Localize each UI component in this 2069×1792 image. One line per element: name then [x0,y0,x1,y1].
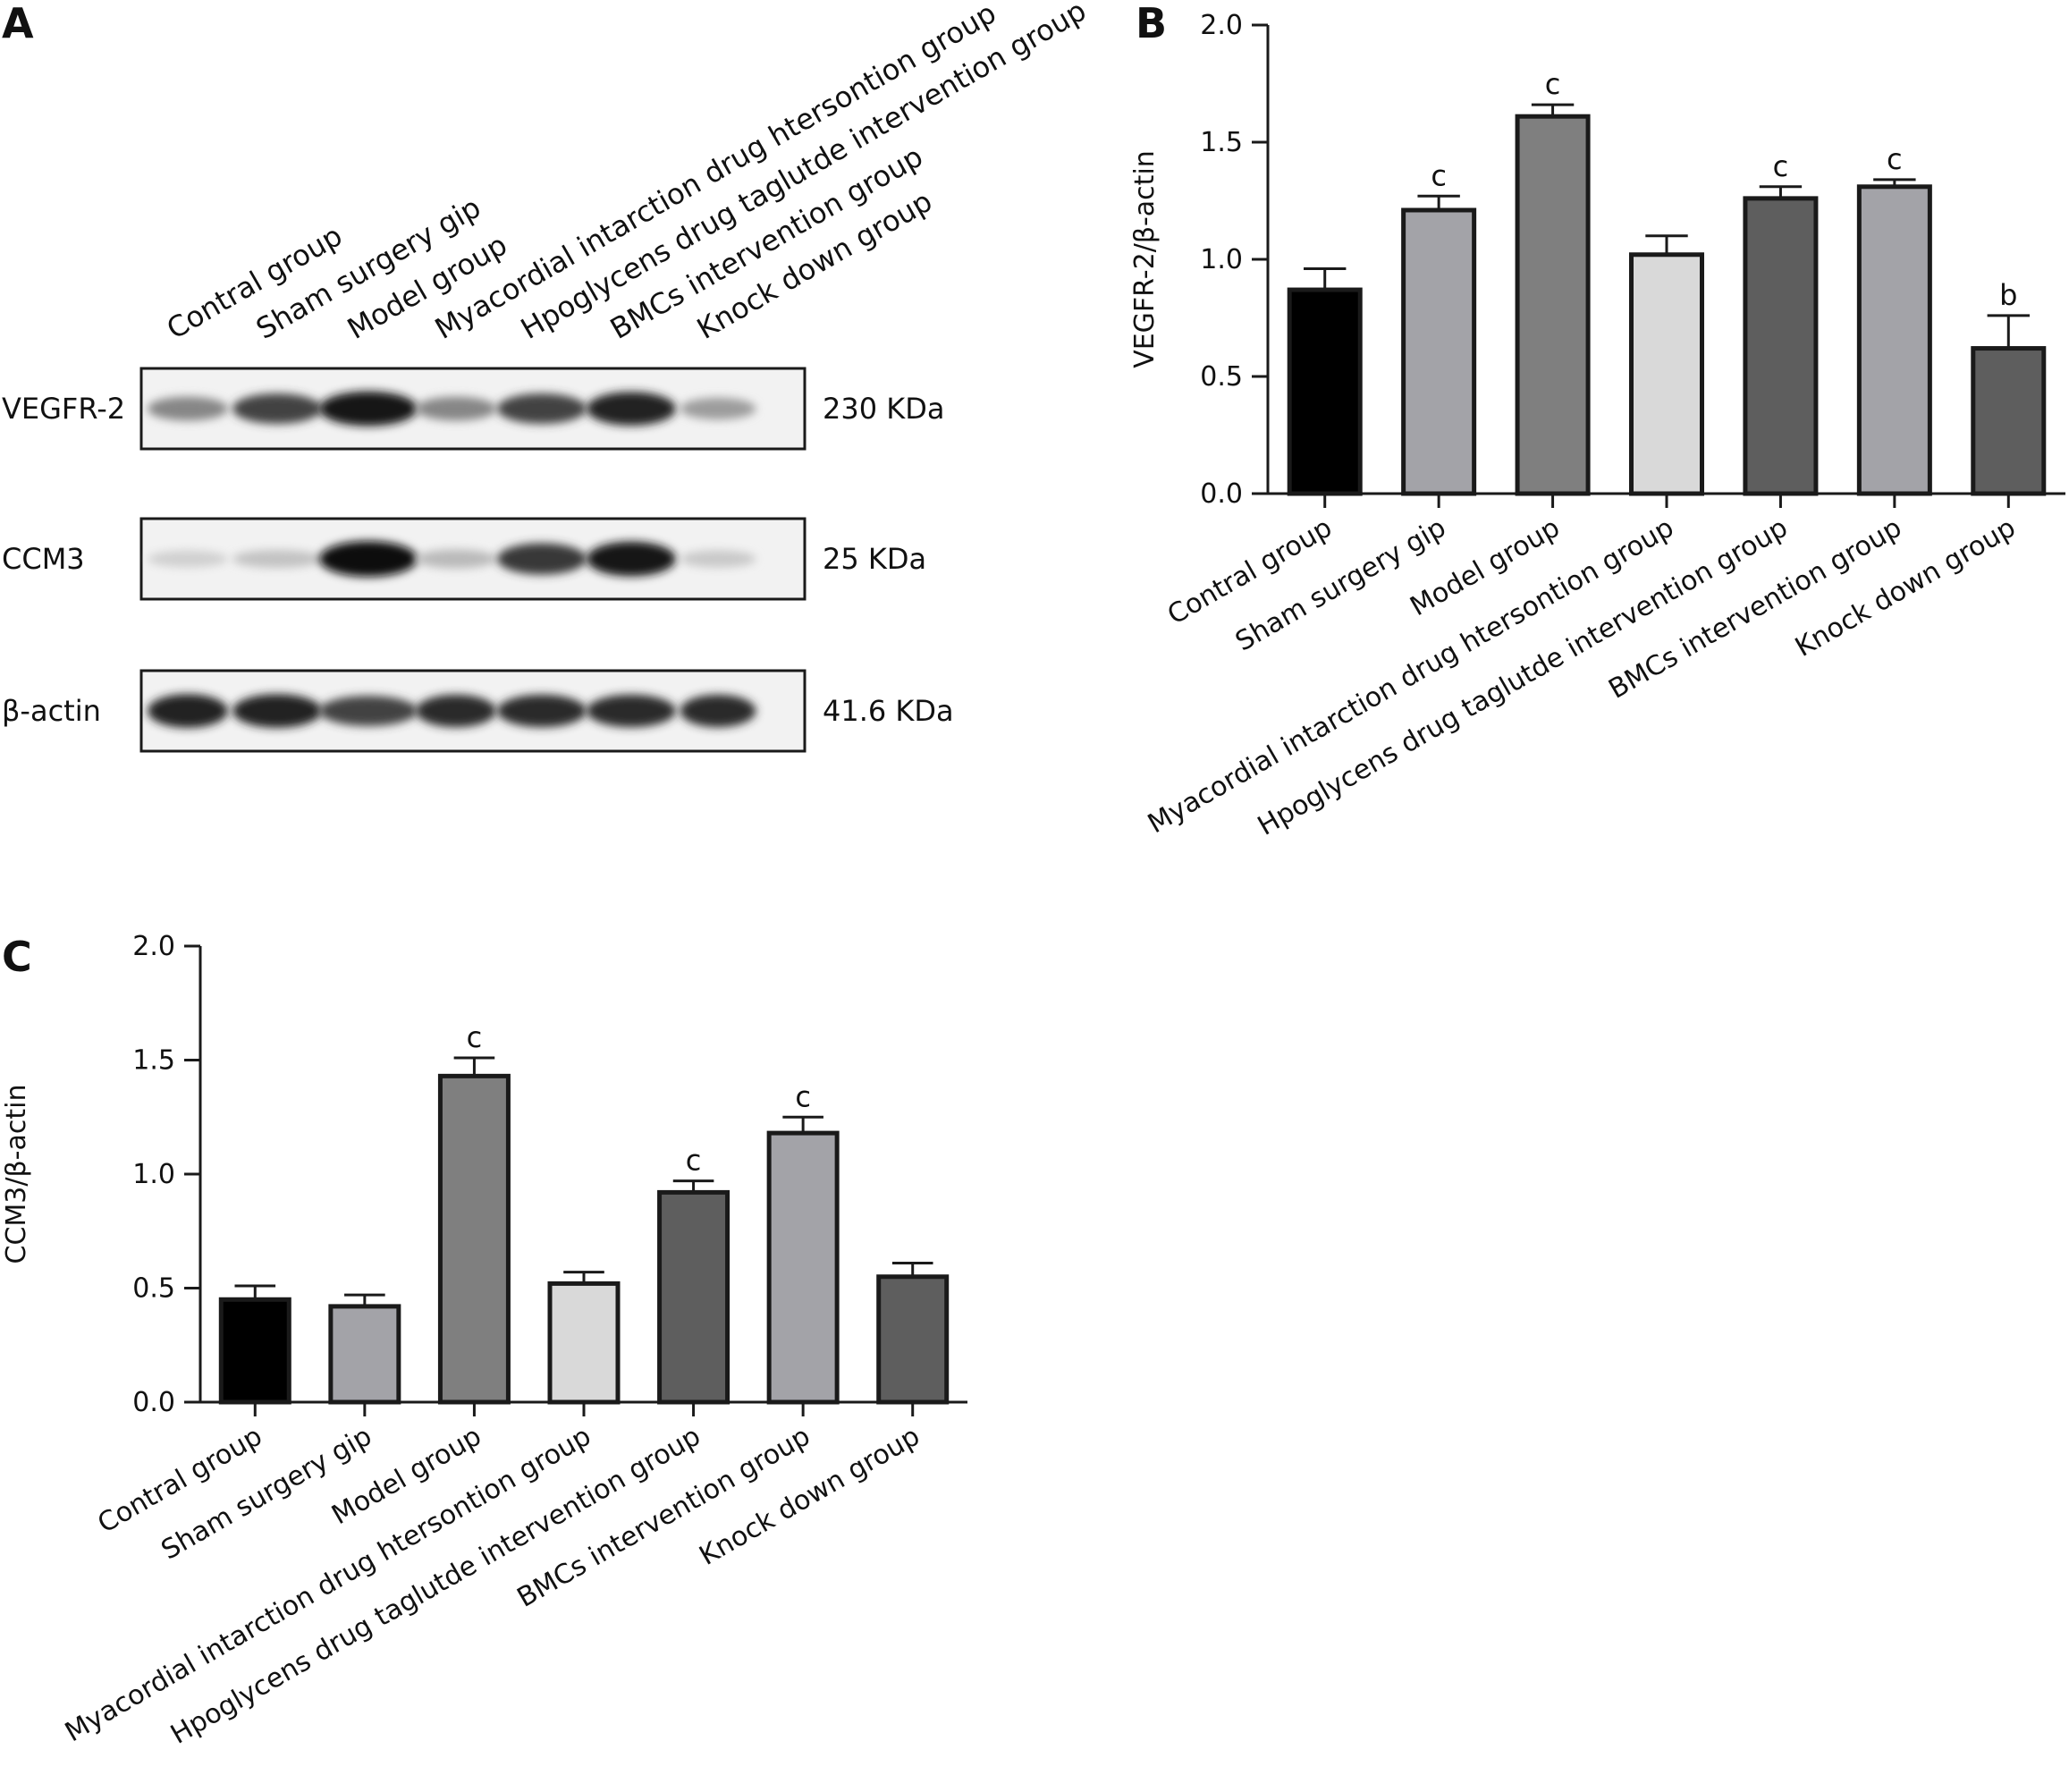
significance-label: c [1545,67,1561,101]
blot-protein-label: β-actin [2,694,101,728]
blot-protein-label: CCM3 [2,542,85,576]
blot-band [232,393,322,424]
y-tick-label: 1.0 [1200,244,1243,275]
blot-band [587,541,676,577]
bar [1515,114,1591,496]
significance-label: c [1431,158,1447,192]
bar [1743,196,1819,496]
x-category-label: Sham surgery gip [1230,512,1451,658]
significance-label: c [467,1020,483,1054]
blot-band [497,393,587,424]
blot-lane-label: Hpoglycens drug taglutde intervention gr… [515,0,1092,346]
y-tick-label: 0.0 [132,1387,175,1418]
blot-size-label: 41.6 KDa [823,694,954,728]
bar [766,1130,840,1405]
significance-label: c [795,1079,811,1113]
y-tick-label: 2.0 [132,931,175,962]
bar [1401,207,1477,496]
blot-band [587,694,676,728]
blot-band [416,549,496,569]
blot-band [416,694,496,728]
y-tick-label: 1.5 [1200,127,1243,158]
blot-band [319,391,418,427]
blot-protein-label: VEGFR-2 [2,392,125,426]
blot-size-label: 230 KDa [823,392,944,426]
blot-band [232,694,322,728]
significance-label: c [1773,149,1789,183]
blot-band [497,543,587,575]
blot-band [680,397,756,420]
x-category-label: Knock down group [1790,512,2021,664]
bar [218,1297,291,1405]
y-tick-label: 1.0 [132,1159,175,1190]
blot-band [680,550,756,568]
y-tick-label: 2.0 [1200,10,1243,41]
bar [876,1274,950,1405]
bar [1628,252,1705,496]
bar [657,1189,730,1405]
y-tick-label: 0.0 [1200,478,1243,510]
blot-band [587,392,676,426]
blot-band [148,396,228,421]
bar [1287,287,1363,496]
blot-band [680,694,756,728]
y-tick-label: 0.5 [132,1273,175,1305]
bar [437,1073,511,1405]
bar [328,1304,401,1405]
panel-letter-a: A [2,0,34,47]
y-axis-title: VEGFR-2/β-actin [1129,150,1161,368]
blot-band [148,694,228,728]
blot-band [497,694,587,728]
blot-band [319,541,418,577]
bar [547,1281,621,1405]
blot-band [319,696,418,726]
blot-band [232,549,322,569]
significance-label: b [1999,278,2017,312]
y-tick-label: 0.5 [1200,361,1243,393]
blot-size-label: 25 KDa [823,542,926,576]
blot-band [148,550,228,568]
significance-label: c [686,1144,702,1178]
significance-label: c [1887,142,1903,176]
y-tick-label: 1.5 [132,1045,175,1077]
bar [1971,346,2047,496]
bar [1856,184,1932,496]
panel-letter-b: B [1136,0,1167,47]
y-axis-title: CCM3/β-actin [1,1085,32,1264]
panel-letter-c: C [2,933,32,981]
blot-band [416,396,496,421]
